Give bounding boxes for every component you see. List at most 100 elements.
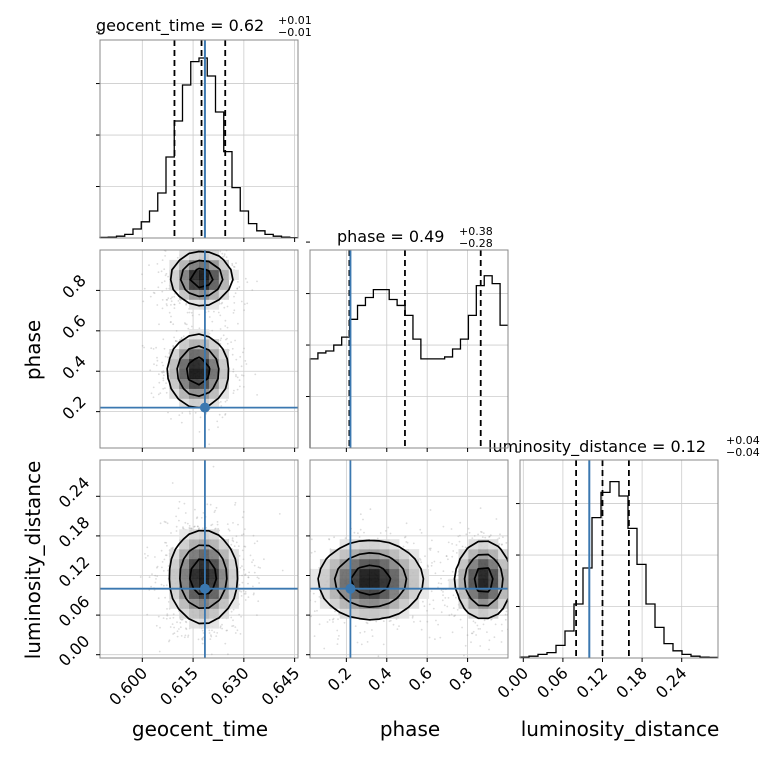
point-phase-vs-luminosity-distance <box>459 534 461 537</box>
point-phase-vs-luminosity-distance <box>509 599 511 601</box>
point-geocent-time-vs-phase <box>220 302 223 305</box>
point-geocent-time-vs-phase <box>220 337 223 340</box>
density-cell-geocent-time-vs-phase <box>179 269 190 280</box>
point-phase-vs-luminosity-distance <box>442 594 444 597</box>
point-geocent-time-vs-phase <box>222 334 225 337</box>
point-geocent-time-vs-luminosity-distance <box>148 576 151 578</box>
histogram-luminosity-distance <box>519 480 718 659</box>
point-geocent-time-vs-luminosity-distance <box>197 525 199 528</box>
point-geocent-time-vs-phase <box>256 280 258 283</box>
point-phase-vs-luminosity-distance <box>512 581 514 583</box>
point-phase-vs-luminosity-distance <box>318 596 321 598</box>
frame-diag-luminosity-distance <box>519 459 719 659</box>
point-phase-vs-luminosity-distance <box>477 533 479 536</box>
point-geocent-time-vs-luminosity-distance <box>184 634 187 637</box>
density-cell-geocent-time-vs-luminosity-distance <box>228 568 239 580</box>
point-geocent-time-vs-phase <box>157 286 160 289</box>
point-phase-vs-luminosity-distance <box>328 538 331 541</box>
point-geocent-time-vs-luminosity-distance <box>213 511 216 513</box>
point-phase-vs-luminosity-distance <box>398 625 400 627</box>
point-geocent-time-vs-phase <box>217 311 220 314</box>
point-geocent-time-vs-phase <box>235 374 237 376</box>
point-geocent-time-vs-luminosity-distance <box>241 574 244 577</box>
point-geocent-time-vs-luminosity-distance <box>184 512 187 514</box>
density-cell-phase-vs-luminosity-distance <box>369 539 380 550</box>
point-geocent-time-vs-luminosity-distance <box>211 629 213 632</box>
point-geocent-time-vs-luminosity-distance <box>154 556 156 558</box>
point-geocent-time-vs-luminosity-distance <box>201 638 203 640</box>
point-phase-vs-luminosity-distance <box>430 590 433 593</box>
point-phase-vs-luminosity-distance <box>509 627 511 629</box>
point-phase-vs-luminosity-distance <box>328 619 331 621</box>
density-cell-geocent-time-vs-phase <box>179 378 190 389</box>
point-phase-vs-luminosity-distance <box>299 544 301 546</box>
density-cell-phase-vs-luminosity-distance <box>339 539 350 550</box>
point-phase-vs-luminosity-distance <box>484 536 487 539</box>
point-geocent-time-vs-luminosity-distance <box>210 524 213 527</box>
point-phase-vs-luminosity-distance <box>515 596 517 598</box>
point-geocent-time-vs-luminosity-distance <box>158 650 161 653</box>
point-phase-vs-luminosity-distance <box>405 522 408 525</box>
point-phase-vs-luminosity-distance <box>495 518 498 520</box>
point-phase-vs-luminosity-distance <box>331 618 334 621</box>
point-phase-vs-luminosity-distance <box>463 654 465 657</box>
point-geocent-time-vs-luminosity-distance <box>154 574 157 577</box>
diag-panel-phase <box>306 241 509 452</box>
point-geocent-time-vs-phase <box>213 310 215 313</box>
point-geocent-time-vs-phase <box>167 275 170 278</box>
density-cell-phase-vs-luminosity-distance <box>389 549 400 560</box>
point-phase-vs-luminosity-distance <box>332 621 334 623</box>
point-phase-vs-luminosity-distance <box>445 555 448 557</box>
density-cell-geocent-time-vs-phase <box>228 269 239 280</box>
point-geocent-time-vs-phase <box>244 360 247 362</box>
point-geocent-time-vs-phase <box>127 241 129 243</box>
point-geocent-time-vs-luminosity-distance <box>163 520 166 523</box>
point-geocent-time-vs-luminosity-distance <box>164 596 167 599</box>
density-cell-phase-vs-luminosity-distance <box>468 608 479 619</box>
density-cell-geocent-time-vs-luminosity-distance <box>218 578 229 589</box>
density-cell-geocent-time-vs-luminosity-distance <box>228 598 239 609</box>
point-phase-vs-luminosity-distance <box>461 545 464 548</box>
point-geocent-time-vs-phase <box>178 414 181 416</box>
density-cell-geocent-time-vs-phase <box>218 259 229 271</box>
point-geocent-time-vs-luminosity-distance <box>172 546 174 549</box>
point-phase-vs-luminosity-distance <box>452 607 455 609</box>
point-geocent-time-vs-luminosity-distance <box>169 626 172 628</box>
title-luminosity-distance-sup: +0.04 <box>726 434 760 447</box>
point-geocent-time-vs-luminosity-distance <box>226 629 229 632</box>
point-phase-vs-luminosity-distance <box>466 634 469 637</box>
density-cell-geocent-time-vs-phase <box>218 378 229 389</box>
point-geocent-time-vs-luminosity-distance <box>210 653 213 656</box>
point-phase-vs-luminosity-distance <box>366 622 369 625</box>
point-phase-vs-luminosity-distance <box>389 532 392 535</box>
point-phase-vs-luminosity-distance <box>435 619 437 622</box>
point-phase-vs-luminosity-distance <box>498 543 501 545</box>
point-geocent-time-vs-luminosity-distance <box>230 610 233 613</box>
point-geocent-time-vs-luminosity-distance <box>201 638 204 641</box>
density-cell-geocent-time-vs-phase <box>179 259 190 271</box>
density-cell-geocent-time-vs-luminosity-distance <box>208 608 220 619</box>
point-geocent-time-vs-luminosity-distance <box>259 567 261 569</box>
density-cell-geocent-time-vs-phase <box>189 358 200 370</box>
density-cell-geocent-time-vs-phase <box>189 368 200 379</box>
point-geocent-time-vs-phase <box>156 263 159 265</box>
point-phase-vs-luminosity-distance <box>337 618 339 621</box>
point-geocent-time-vs-phase <box>235 262 237 264</box>
point-phase-vs-luminosity-distance <box>427 565 429 568</box>
point-phase-vs-luminosity-distance <box>304 585 306 587</box>
point-geocent-time-vs-phase <box>236 288 239 290</box>
point-geocent-time-vs-luminosity-distance <box>232 619 234 622</box>
point-phase-vs-luminosity-distance <box>455 544 458 546</box>
frame-phase-vs-luminosity-distance <box>309 459 509 659</box>
density-cell-geocent-time-vs-phase <box>208 388 220 399</box>
point-geocent-time-vs-luminosity-distance <box>252 534 255 537</box>
point-phase-vs-luminosity-distance <box>513 586 515 588</box>
x-tick-label-geocent-time-3: 0.645 <box>258 663 304 709</box>
point-phase-vs-luminosity-distance <box>287 553 289 555</box>
point-geocent-time-vs-phase <box>148 264 150 266</box>
point-phase-vs-luminosity-distance <box>344 537 347 540</box>
point-geocent-time-vs-phase <box>231 264 234 267</box>
point-phase-vs-luminosity-distance <box>432 607 435 610</box>
density-cell-geocent-time-vs-phase <box>189 378 200 389</box>
density-cell-phase-vs-luminosity-distance <box>409 598 420 609</box>
